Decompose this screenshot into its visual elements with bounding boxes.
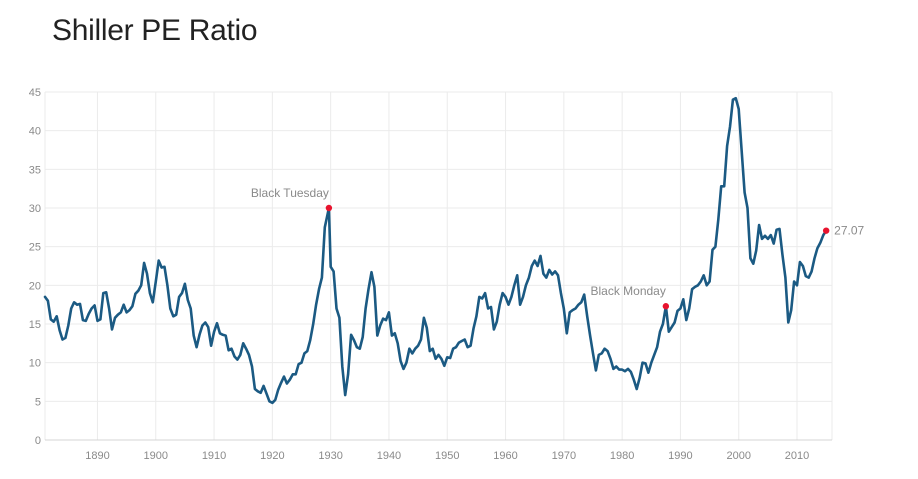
annotation-marker — [325, 204, 333, 212]
annotations: Black Tuesday Black Monday 27.07 — [251, 186, 865, 310]
x-tick-label: 1910 — [202, 450, 226, 462]
y-tick-label: 40 — [29, 126, 41, 138]
x-tick-label: 1980 — [610, 450, 634, 462]
x-tick-label: 1970 — [552, 450, 576, 462]
y-tick-label: 25 — [29, 242, 41, 254]
annotation-label: 27.07 — [834, 224, 864, 238]
y-tick-label: 0 — [35, 435, 41, 447]
pe-series-line — [43, 96, 828, 405]
x-tick-label: 1930 — [318, 450, 342, 462]
x-tick-label: 2000 — [726, 450, 750, 462]
x-tick-label: 1890 — [85, 450, 109, 462]
y-tick-label: 45 — [29, 87, 41, 99]
y-axis-ticks: 0 5 10 15 20 25 30 35 40 45 — [29, 87, 41, 447]
x-tick-label: 1950 — [435, 450, 459, 462]
y-tick-label: 10 — [29, 358, 41, 370]
y-tick-label: 35 — [29, 164, 41, 176]
gridlines — [44, 91, 833, 440]
x-tick-label: 1920 — [260, 450, 284, 462]
chart-title: Shiller PE Ratio — [52, 14, 258, 47]
x-tick-label: 1960 — [493, 450, 517, 462]
x-tick-label: 2010 — [785, 450, 809, 462]
y-tick-label: 15 — [29, 319, 41, 331]
x-tick-label: 1940 — [377, 450, 401, 462]
x-tick-label: 1990 — [668, 450, 692, 462]
y-tick-label: 5 — [35, 396, 41, 408]
annotation-label: Black Monday — [590, 284, 665, 298]
annotation-label: Black Tuesday — [251, 186, 329, 200]
x-tick-label: 1900 — [144, 450, 168, 462]
annotation-marker — [822, 227, 830, 234]
y-tick-label: 20 — [29, 280, 41, 292]
x-axis-ticks: 1890 1900 1910 1920 1930 1940 1950 1960 1970 1980… — [85, 450, 809, 462]
y-tick-label: 30 — [29, 203, 41, 215]
annotation-marker — [662, 303, 670, 310]
